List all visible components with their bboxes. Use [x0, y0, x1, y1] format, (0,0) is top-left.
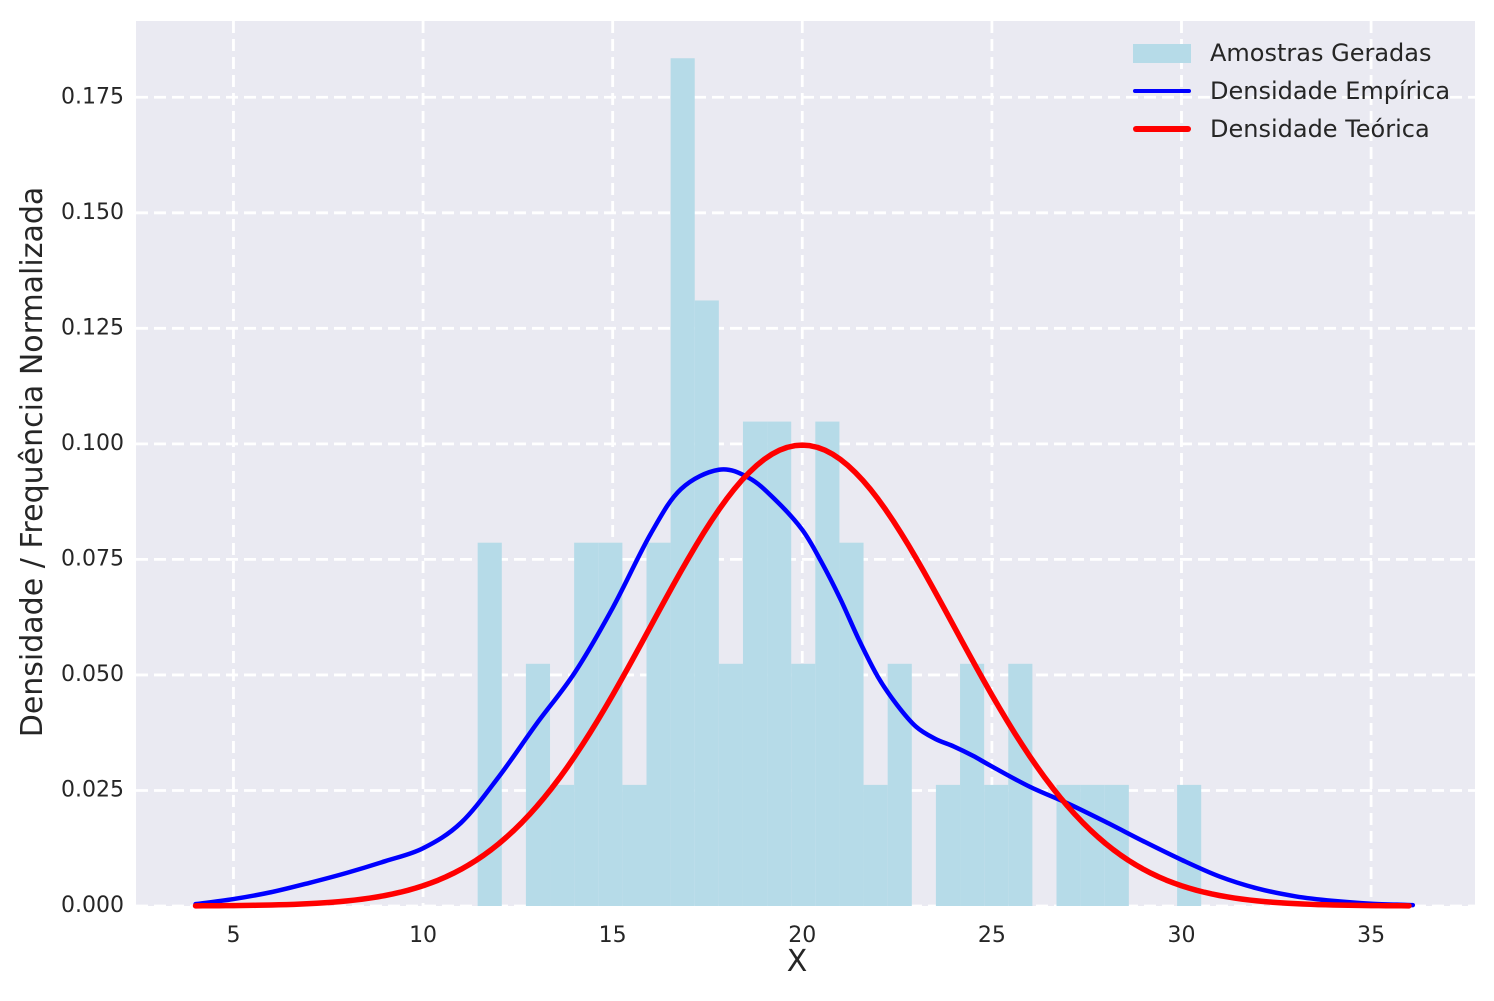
theoretical-line-swatch-icon [1133, 126, 1191, 132]
legend-label-theoretical: Densidade Teórica [1210, 115, 1430, 143]
histogram-bar [646, 542, 671, 906]
histogram-bar [887, 663, 912, 906]
x-tick-label: 15 [599, 923, 627, 948]
x-tick-label: 35 [1357, 923, 1385, 948]
legend-item-samples: Amostras Geradas [1133, 34, 1450, 72]
histogram-bar [863, 784, 888, 906]
y-tick-label: 0.000 [61, 893, 124, 918]
histogram-bar [1080, 784, 1105, 906]
histogram-bar [525, 663, 551, 906]
histogram-bar [718, 663, 743, 906]
y-axis-label: Densidade / Frequência Normalizada [15, 186, 50, 738]
x-tick-label: 20 [788, 923, 816, 948]
legend-item-empirical: Densidade Empírica [1133, 72, 1450, 110]
legend-label-empirical: Densidade Empírica [1210, 77, 1451, 105]
histogram-swatch-icon [1133, 43, 1191, 63]
histogram-bar [839, 542, 864, 906]
theoretical-density-line [192, 442, 1412, 909]
y-tick-label: 0.175 [61, 84, 124, 109]
histogram-bar [622, 784, 647, 906]
empirical-density-line [193, 467, 1416, 908]
y-tick-label: 0.050 [61, 662, 124, 687]
histogram-bar [550, 784, 575, 906]
histogram-bar [791, 663, 816, 906]
y-tick-label: 0.025 [61, 777, 124, 802]
legend-label-samples: Amostras Geradas [1210, 39, 1432, 67]
x-tick-label: 25 [978, 923, 1006, 948]
x-axis-label: X [786, 944, 808, 979]
y-tick-label: 0.075 [61, 546, 124, 571]
histogram-bar [935, 784, 961, 906]
x-tick-label: 5 [226, 923, 240, 948]
x-tick-label: 10 [409, 923, 437, 948]
histogram-bar [742, 421, 768, 906]
y-tick-label: 0.150 [61, 200, 124, 225]
x-tick-label: 30 [1167, 923, 1195, 948]
y-tick-label: 0.125 [61, 315, 124, 340]
histogram-bar [598, 542, 623, 906]
legend: Amostras Geradas Densidade Empírica Dens… [1133, 34, 1450, 148]
empirical-line-swatch-icon [1133, 88, 1191, 94]
histogram-bar [984, 784, 1009, 906]
histogram-bar [694, 300, 719, 906]
legend-item-theoretical: Densidade Teórica [1133, 110, 1450, 148]
histogram-bar [815, 421, 840, 906]
histogram-bar [960, 663, 985, 906]
y-tick-label: 0.100 [61, 431, 124, 456]
